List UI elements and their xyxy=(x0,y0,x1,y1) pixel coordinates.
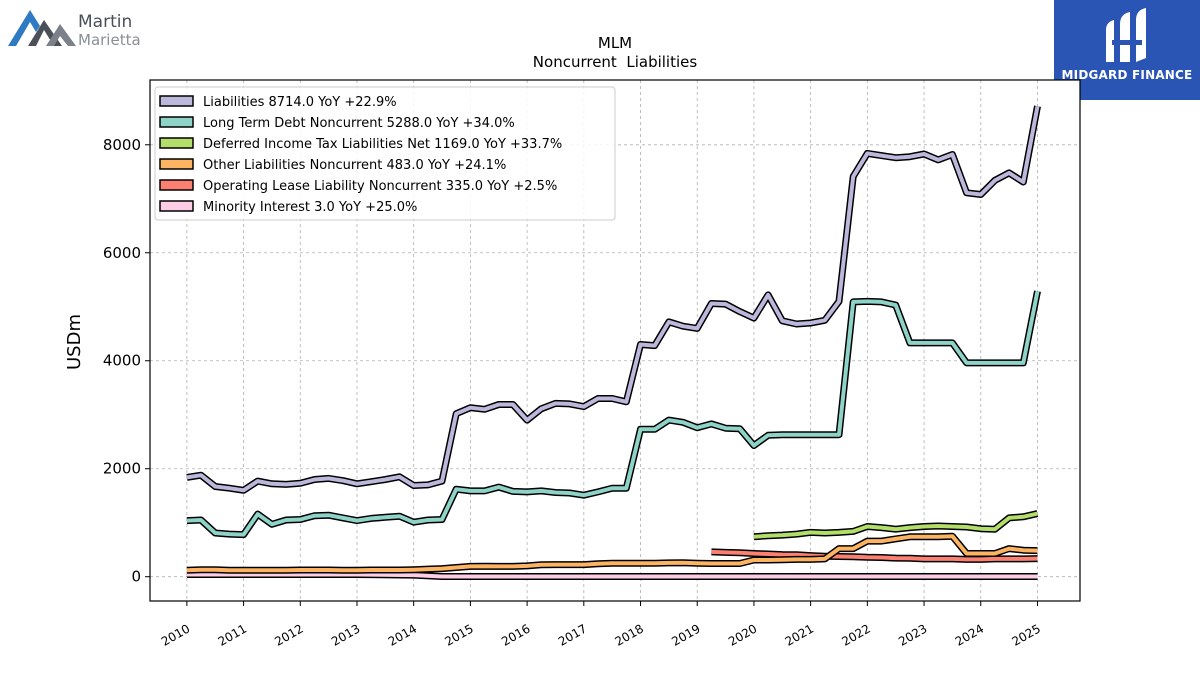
legend-swatch xyxy=(159,95,194,107)
legend-label: Long Term Debt Noncurrent 5288.0 YoY +34… xyxy=(203,116,515,131)
x-tick-label: 2023 xyxy=(896,621,929,648)
x-tick-label: 2014 xyxy=(386,621,419,648)
x-tick-label: 2025 xyxy=(1010,621,1043,648)
x-tick-label: 2015 xyxy=(442,621,475,648)
legend-item: Other Liabilities Noncurrent 483.0 YoY +… xyxy=(159,158,506,173)
legend: Liabilities 8714.0 YoY +22.9% Long Term D… xyxy=(154,86,616,221)
x-tick-label: 2010 xyxy=(159,621,192,648)
legend-label: Operating Lease Liability Noncurrent 335… xyxy=(203,179,557,194)
y-tick-label: 8000 xyxy=(103,136,141,154)
x-tick-label: 2011 xyxy=(216,621,249,648)
plot-frame xyxy=(149,79,1081,602)
series-long-term-debt-noncurrent xyxy=(186,290,1041,539)
legend-swatch xyxy=(159,116,194,128)
x-tick-label: 2012 xyxy=(272,621,305,648)
series-minority-interest xyxy=(186,571,1038,580)
midgard-logo-icon xyxy=(1106,8,1146,62)
legend-label: Other Liabilities Noncurrent 483.0 YoY +… xyxy=(203,158,506,173)
legend-item: Minority Interest 3.0 YoY +25.0% xyxy=(159,200,417,215)
x-tick-label: 2020 xyxy=(726,621,759,648)
legend-item: Liabilities 8714.0 YoY +22.9% xyxy=(159,95,397,110)
x-tick-label: 2021 xyxy=(783,621,816,648)
series-lines xyxy=(186,105,1041,580)
y-axis-label: USDm xyxy=(64,314,85,370)
series-other-liabilities-noncurrent xyxy=(186,532,1038,574)
series-line xyxy=(711,549,1038,562)
x-tick-label: 2013 xyxy=(329,621,362,648)
legend-swatch xyxy=(159,137,194,149)
legend-label: Deferred Income Tax Liabilities Net 1169… xyxy=(203,137,562,152)
legend-swatch xyxy=(159,158,194,170)
series-line xyxy=(186,105,1040,493)
legend-item: Deferred Income Tax Liabilities Net 1169… xyxy=(159,137,562,152)
x-tick-label: 2017 xyxy=(556,621,589,648)
series-operating-lease-liability-noncurrent xyxy=(711,548,1038,563)
y-tick-label: 6000 xyxy=(103,244,141,262)
y-tick-label: 4000 xyxy=(103,352,141,370)
martin-marietta-logo: Martin Marietta xyxy=(8,10,141,49)
legend-label: Liabilities 8714.0 YoY +22.9% xyxy=(203,95,397,110)
legend-swatch xyxy=(159,200,194,212)
logo-right-text: MIDGARD FINANCE xyxy=(1061,68,1193,82)
series-line xyxy=(186,534,1038,573)
logo-left-line2: Marietta xyxy=(78,31,141,49)
x-tick-label: 2019 xyxy=(669,621,702,648)
y-tick-label: 2000 xyxy=(103,460,141,478)
x-tick-label: 2022 xyxy=(839,621,872,648)
midgard-finance-logo: MIDGARD FINANCE xyxy=(1054,0,1200,100)
legend-item: Operating Lease Liability Noncurrent 335… xyxy=(159,179,557,194)
y-tick-label: 0 xyxy=(131,568,141,586)
logo-left-line1: Martin xyxy=(78,12,132,32)
series-line xyxy=(753,511,1038,539)
x-tick-label: 2016 xyxy=(499,621,532,648)
x-tick-label: 2018 xyxy=(613,621,646,648)
series-line xyxy=(186,290,1040,537)
chart-title: MLM xyxy=(598,34,632,52)
series-liabilities xyxy=(186,105,1041,494)
mountain-logo-icon xyxy=(8,10,76,46)
legend-swatch xyxy=(159,179,194,191)
series-line xyxy=(186,572,1038,579)
chart-subtitle: Noncurrent Liabilities xyxy=(533,53,698,71)
legend-box xyxy=(154,86,616,221)
legend-item: Long Term Debt Noncurrent 5288.0 YoY +34… xyxy=(159,116,515,131)
legend-label: Minority Interest 3.0 YoY +25.0% xyxy=(203,200,417,215)
series-deferred-income-tax-liabilities-net xyxy=(753,510,1039,541)
x-tick-label: 2024 xyxy=(953,621,986,648)
